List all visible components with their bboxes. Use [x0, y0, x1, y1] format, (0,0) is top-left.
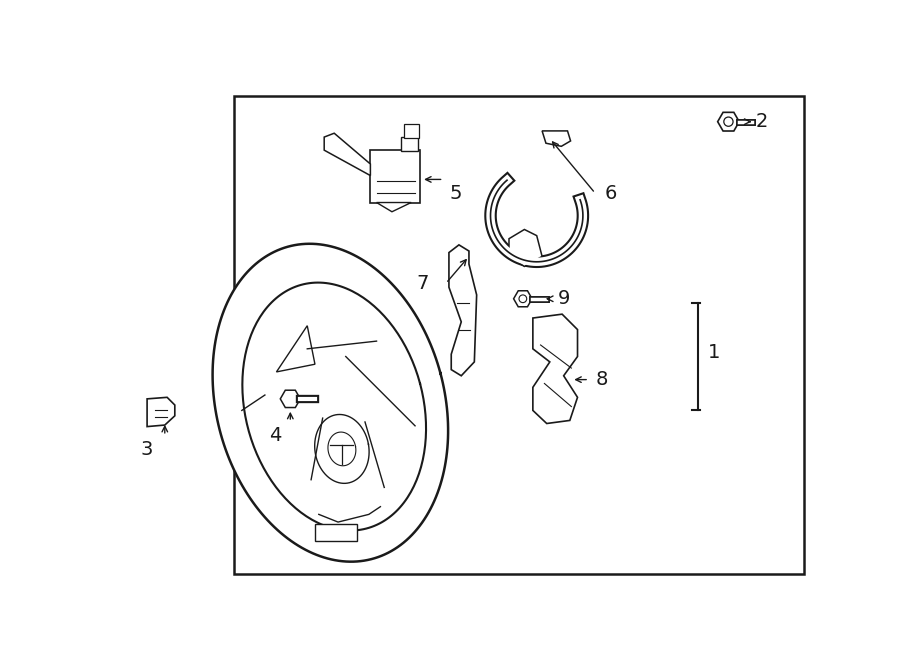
- Text: 6: 6: [605, 184, 617, 203]
- Text: 9: 9: [557, 290, 570, 308]
- Polygon shape: [449, 245, 477, 375]
- Bar: [234, 97, 804, 574]
- Polygon shape: [276, 326, 315, 372]
- Polygon shape: [147, 397, 175, 426]
- Bar: [403, 124, 418, 138]
- Bar: [401, 137, 419, 151]
- Text: 2: 2: [755, 112, 768, 131]
- Text: 5: 5: [450, 184, 463, 203]
- Text: 1: 1: [707, 343, 720, 362]
- Polygon shape: [315, 414, 369, 483]
- Polygon shape: [376, 202, 411, 212]
- Bar: [371, 150, 420, 202]
- Polygon shape: [533, 314, 578, 424]
- Circle shape: [724, 117, 733, 126]
- Polygon shape: [509, 229, 542, 266]
- Polygon shape: [212, 244, 448, 562]
- Text: 7: 7: [417, 274, 429, 293]
- Text: 3: 3: [141, 440, 153, 459]
- Circle shape: [519, 295, 526, 303]
- Text: 8: 8: [595, 370, 608, 389]
- Text: 4: 4: [269, 426, 281, 445]
- Bar: [315, 524, 357, 541]
- Polygon shape: [542, 131, 571, 146]
- Polygon shape: [324, 134, 371, 176]
- Polygon shape: [242, 283, 426, 531]
